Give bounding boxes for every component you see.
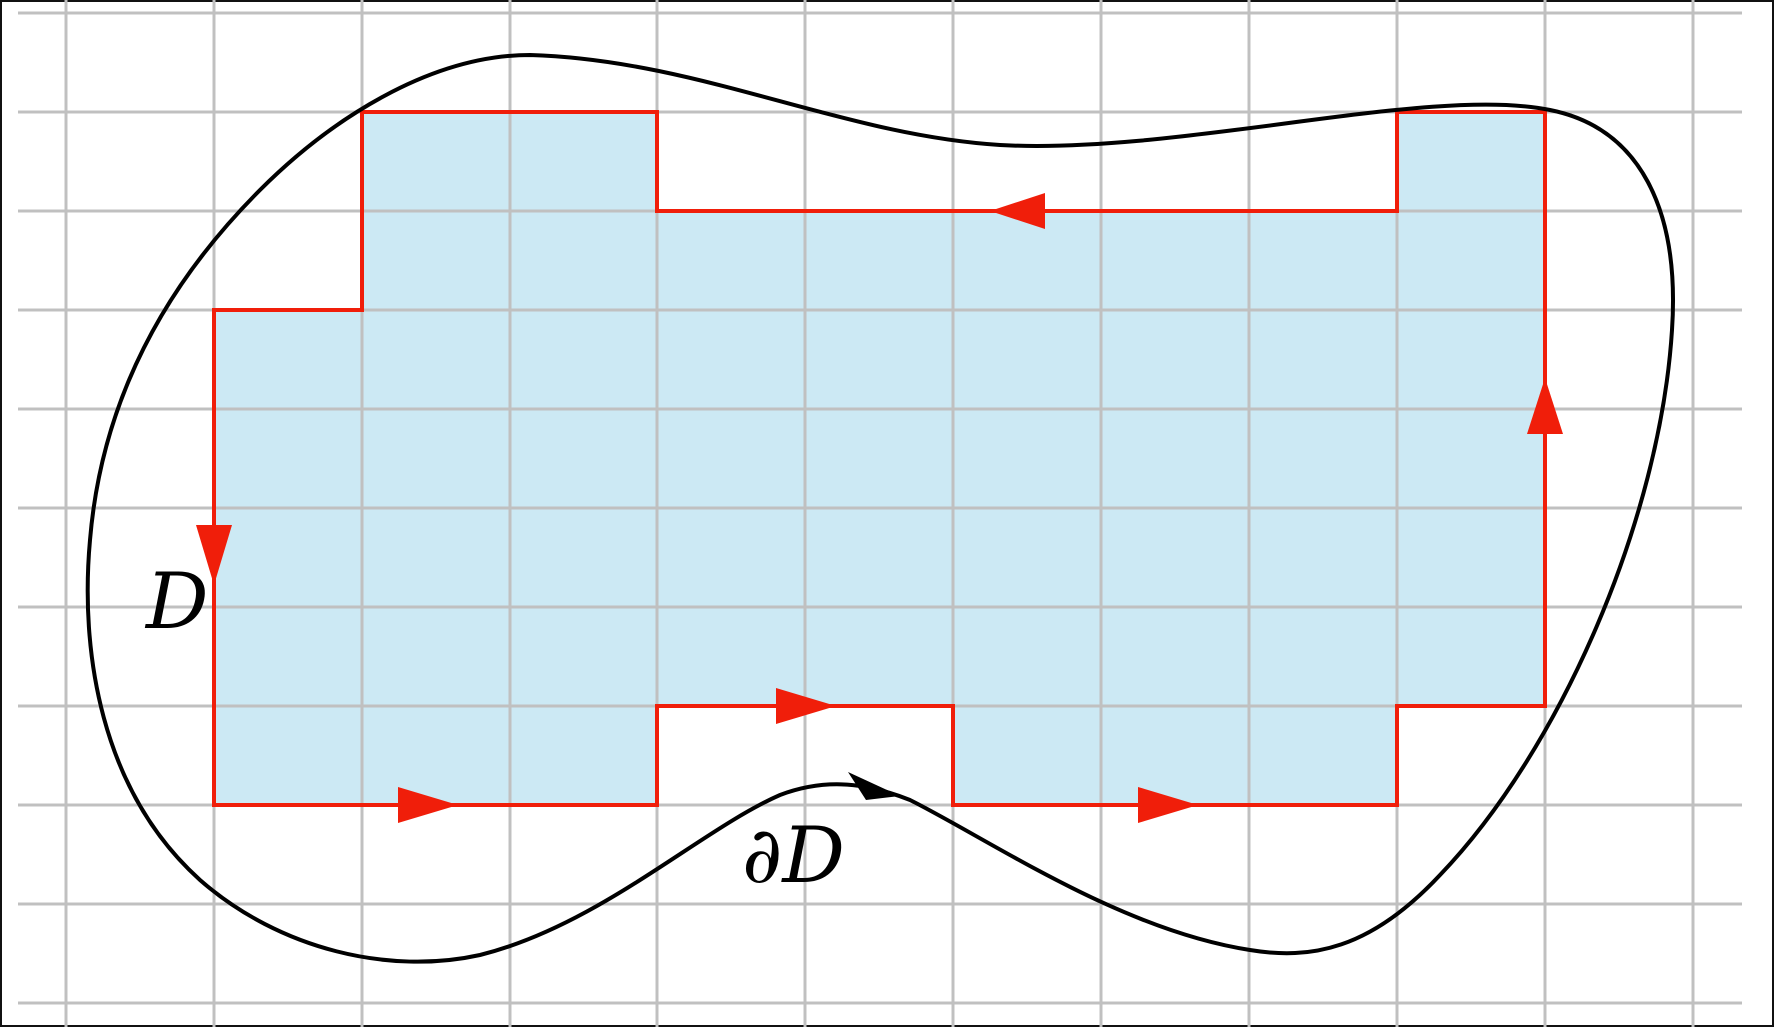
boundary-label: ∂D — [742, 811, 845, 901]
region-label: D — [144, 557, 209, 647]
grid-cell-approximation — [214, 112, 1545, 805]
arrowhead-icon — [776, 688, 836, 724]
arrowhead-icon — [1138, 787, 1198, 823]
arrowhead-icon — [1527, 378, 1563, 434]
approximation-boundary — [212, 110, 1547, 807]
arrowhead-icon — [196, 525, 232, 585]
arrowhead-icon — [398, 787, 458, 823]
region-boundary-curve — [85, 52, 1675, 964]
boundary-arrowhead-icon — [848, 772, 900, 800]
arrowhead-icon — [990, 193, 1045, 229]
